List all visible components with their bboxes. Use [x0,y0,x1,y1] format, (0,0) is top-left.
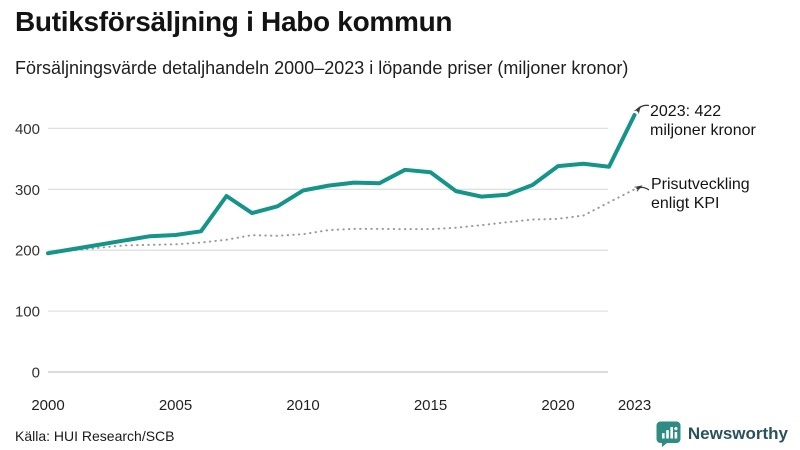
y-tick-label: 300 [15,182,40,199]
annotation-kpi: Prisutveckling enligt KPI [651,175,750,213]
sales-line [46,113,637,256]
y-tick-label: 200 [15,243,40,260]
annotation-kpi-line2: enligt KPI [651,195,720,212]
page-subtitle: Försäljningsvärde detaljhandeln 2000–202… [15,58,629,78]
kpi-line [47,188,636,255]
brand-name: Newsworthy [687,423,788,443]
x-tick-label: 2010 [286,397,319,414]
y-tick-label: 100 [15,304,40,321]
annotation-kpi-line1: Prisutveckling [651,176,750,193]
brand-link[interactable]: Newsworthy [655,420,788,447]
x-tick-label: 2005 [159,397,192,414]
annotation-arrows [633,104,650,193]
arrow-to-kpi-line [633,185,650,193]
x-tick-label: 2023 [618,397,651,414]
y-tick-label: 0 [32,365,40,382]
chart-layers: 0 100 200 300 400 2000 2005 2010 2015 2020 2023 [15,113,651,414]
x-tick-label: 2015 [414,397,447,414]
annotation-sales-line2: miljoner kronor [650,122,756,139]
annotation-sales-2023: 2023: 422 miljoner kronor [650,102,756,140]
newsworthy-logo-icon [656,421,681,447]
x-tick-label: 2020 [541,397,574,414]
y-tick-label: 400 [15,121,40,138]
page-title: Butiksförsäljning i Habo kommun [15,6,453,37]
source-note: Källa: HUI Research/SCB [15,428,175,444]
annotation-sales-line1: 2023: 422 [650,103,722,120]
arrow-to-sales-line [633,104,650,115]
x-tick-label: 2000 [31,397,64,414]
